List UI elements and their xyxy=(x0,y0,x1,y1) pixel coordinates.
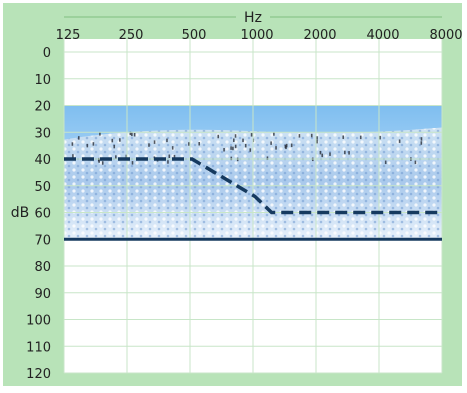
visitor-figure xyxy=(217,134,220,139)
y-tick-label: 20 xyxy=(34,100,51,115)
visitor-figure xyxy=(131,132,133,137)
visitor-figure xyxy=(379,135,381,140)
visitor-figure xyxy=(249,148,252,152)
visitor-figure xyxy=(111,138,114,143)
visitor-figure xyxy=(348,151,350,155)
visitor-figure xyxy=(321,153,324,158)
visitor-figure xyxy=(273,132,275,136)
x-tick-label: 125 xyxy=(56,28,81,43)
series-line xyxy=(64,157,442,215)
grid xyxy=(63,39,443,374)
y-tick-label: 30 xyxy=(34,126,51,141)
visitor-figure xyxy=(420,137,423,141)
x-axis-title: Hz xyxy=(244,10,262,26)
visitor-figure xyxy=(119,138,121,142)
visitor-figure xyxy=(250,133,253,137)
y-tick-label: 50 xyxy=(34,180,51,195)
y-tick-label: 10 xyxy=(34,73,51,88)
x-tick-label: 2000 xyxy=(303,28,336,43)
visitor-figure xyxy=(77,136,80,140)
visitor-figure xyxy=(234,134,237,138)
x-tick-label: 1000 xyxy=(240,28,273,43)
visitor-figure xyxy=(101,161,104,165)
visitor-figure xyxy=(316,136,318,140)
visitor-figure xyxy=(342,135,345,139)
visitor-figure xyxy=(344,150,346,155)
y-tick-label: 70 xyxy=(34,233,51,248)
visitor-figure xyxy=(167,160,169,164)
visitor-figure xyxy=(359,135,362,140)
visitor-figure xyxy=(153,140,156,144)
visitor-figure xyxy=(71,142,74,146)
visitor-figure xyxy=(198,142,201,146)
visitor-figure xyxy=(129,131,132,136)
visitor-figure xyxy=(420,141,423,145)
visitor-figure xyxy=(148,143,150,147)
y-tick-label: 90 xyxy=(34,287,51,302)
visitor-figure xyxy=(234,144,237,149)
visitor-figure xyxy=(275,146,277,150)
visitor-figure xyxy=(86,143,89,148)
y-tick-label: 0 xyxy=(43,46,51,61)
visitor-figure xyxy=(290,143,293,148)
y-tick-label: 120 xyxy=(26,367,51,382)
y-tick-label: 40 xyxy=(34,153,51,168)
visitor-figure xyxy=(171,146,174,150)
visitor-figure xyxy=(99,132,101,136)
visitor-figure xyxy=(266,156,269,160)
visitor-figure xyxy=(115,155,117,159)
x-tick-label: 500 xyxy=(182,28,207,43)
visitor-figure xyxy=(166,138,168,143)
x-tick-labels: 125 250 500 1000 2000 4000 8000 xyxy=(56,28,463,43)
y-tick-label: 100 xyxy=(26,314,51,329)
visitor-figure xyxy=(188,142,190,146)
visitor-figure xyxy=(414,160,417,165)
x-tick-label: 250 xyxy=(119,28,144,43)
visitor-figure xyxy=(329,152,331,156)
visitor-figure xyxy=(72,154,74,158)
y-tick-label: 110 xyxy=(26,340,51,355)
visitor-figure xyxy=(270,141,272,145)
y-tick-label: 80 xyxy=(34,260,51,275)
visitor-figure xyxy=(173,154,176,159)
visitor-figure xyxy=(230,156,233,161)
visitor-figure xyxy=(92,142,95,146)
visitor-figure xyxy=(310,133,313,138)
visitor-figure xyxy=(133,133,136,137)
visitor-figure xyxy=(223,148,225,152)
y-tick-labels: 0 10 20 30 40 50 60 70 80 90 100 110 120 xyxy=(26,46,51,382)
y-axis-title: dB xyxy=(11,205,30,221)
series-lines xyxy=(64,157,442,215)
visitor-figure xyxy=(125,154,128,159)
x-tick-label: 8000 xyxy=(429,28,462,43)
visitor-figure xyxy=(244,143,247,148)
visitor-figure xyxy=(131,161,134,165)
visitor-figure xyxy=(384,160,387,165)
visitor-figure xyxy=(232,146,234,151)
visitor-figure xyxy=(298,134,301,138)
visitor-figure xyxy=(230,146,232,150)
visitor-figure xyxy=(113,144,116,149)
visitor-figure xyxy=(285,145,287,150)
visitor-figure xyxy=(316,139,318,144)
visitor-figure xyxy=(168,154,171,158)
visitor-figure xyxy=(242,138,244,143)
visitor-figure xyxy=(319,150,322,155)
visitor-figure xyxy=(398,139,401,143)
y-tick-label: 60 xyxy=(34,207,51,222)
visitor-figure xyxy=(98,159,100,163)
x-tick-label: 4000 xyxy=(366,28,399,43)
visitor-figure xyxy=(233,138,235,142)
